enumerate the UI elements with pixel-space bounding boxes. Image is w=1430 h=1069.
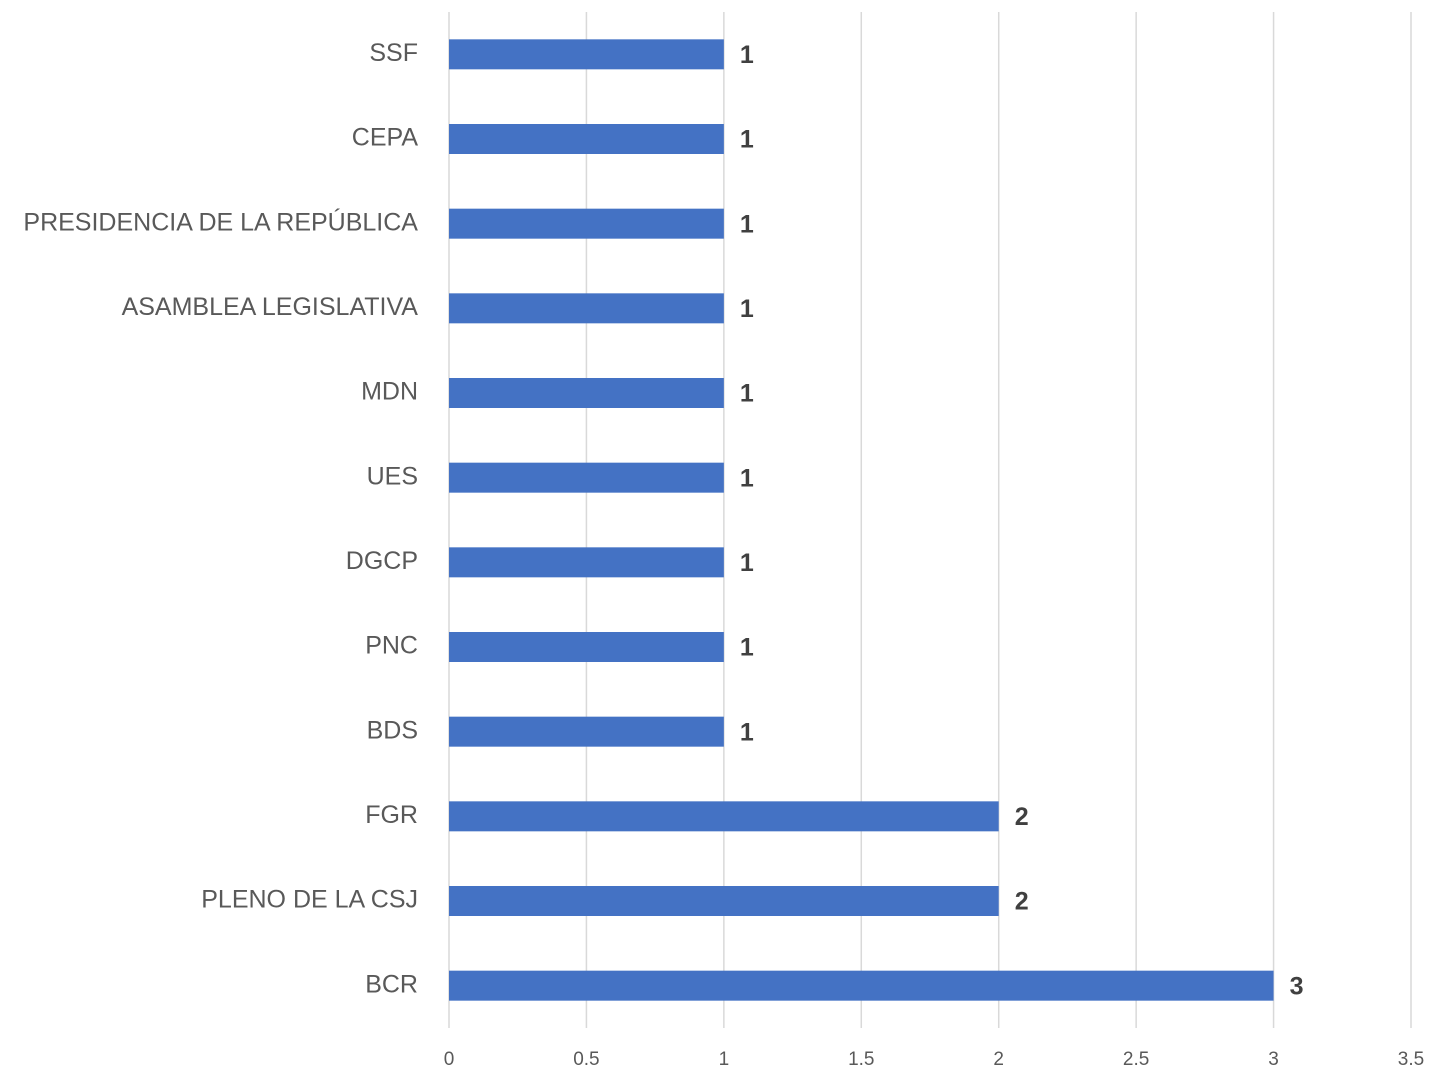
data-label: 1 <box>740 295 754 323</box>
x-tick-label: 0 <box>444 1049 455 1069</box>
data-label: 1 <box>740 126 754 154</box>
y-tick-label: UES <box>367 462 418 490</box>
x-tick-label: 3.5 <box>1398 1049 1424 1069</box>
y-tick-label: BDS <box>367 716 418 744</box>
bar <box>449 547 724 578</box>
x-tick-label: 1.5 <box>848 1049 874 1069</box>
x-tick-label: 2.5 <box>1123 1049 1149 1069</box>
y-tick-label: BCR <box>365 970 418 998</box>
bar <box>449 462 724 493</box>
y-tick-label: MDN <box>361 378 418 406</box>
data-label: 1 <box>740 718 754 746</box>
data-label: 1 <box>740 464 754 492</box>
bar <box>449 632 724 662</box>
y-tick-label: FGR <box>365 801 418 829</box>
x-tick-label: 2 <box>993 1049 1004 1069</box>
data-label: 1 <box>740 210 754 238</box>
data-label: 2 <box>1015 888 1029 916</box>
bar <box>449 716 724 747</box>
bar <box>449 886 999 916</box>
y-tick-label: PLENO DE LA CSJ <box>201 886 418 914</box>
data-label: 2 <box>1015 803 1029 831</box>
data-label: 1 <box>740 634 754 662</box>
data-label: 3 <box>1290 972 1304 1000</box>
bar <box>449 124 724 154</box>
y-tick-label: ASAMBLEA LEGISLATIVA <box>122 293 419 321</box>
y-tick-label: DGCP <box>346 547 418 575</box>
x-tick-label: 3 <box>1268 1049 1279 1069</box>
data-label: 1 <box>740 549 754 577</box>
y-tick-label: CEPA <box>352 124 419 152</box>
data-label: 1 <box>740 41 754 69</box>
y-tick-label: PNC <box>365 632 418 660</box>
bar <box>449 801 999 832</box>
data-label: 1 <box>740 380 754 408</box>
bar <box>449 378 724 408</box>
y-tick-label: SSF <box>369 39 418 67</box>
bar <box>449 39 724 70</box>
bar <box>449 970 1274 1001</box>
x-tick-label: 0.5 <box>573 1049 599 1069</box>
bar <box>449 293 724 324</box>
y-tick-label: PRESIDENCIA DE LA REPÚBLICA <box>23 207 418 236</box>
bar <box>449 208 724 239</box>
x-tick-label: 1 <box>719 1049 730 1069</box>
